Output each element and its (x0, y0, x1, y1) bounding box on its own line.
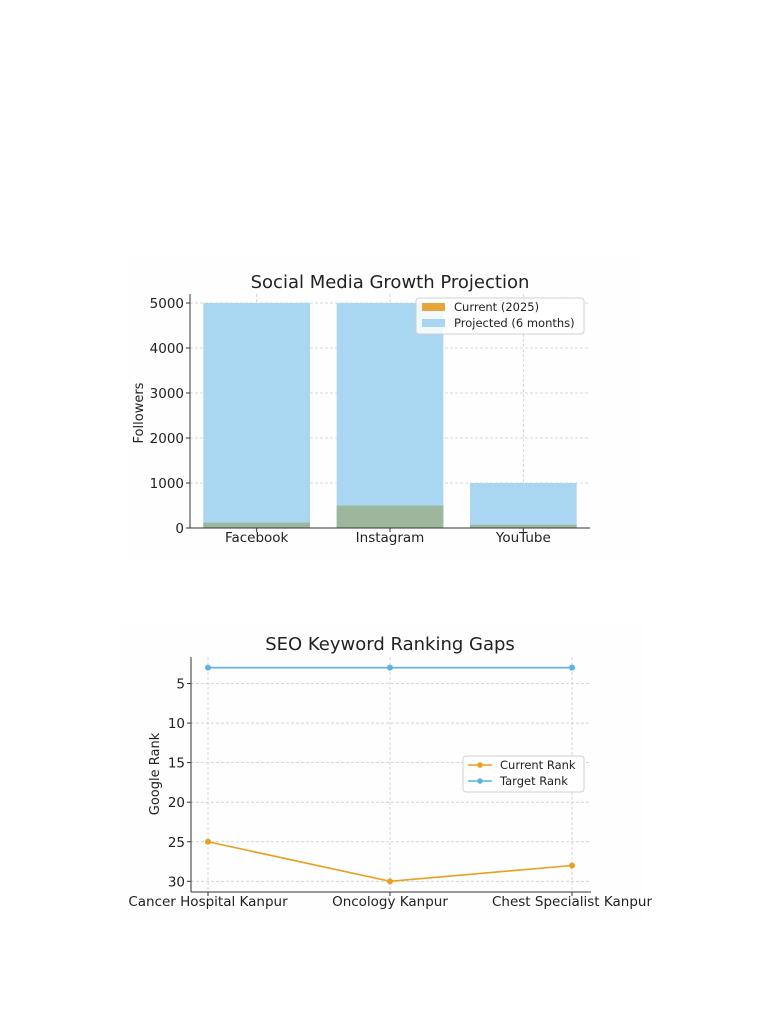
bar-projected-youtube (470, 483, 577, 528)
legend-label-current: Current (2025) (454, 300, 539, 314)
point-target-rank-cancer-hospital-kanpur (205, 664, 211, 671)
legend: Current Rank Target Rank (462, 755, 585, 793)
legend-marker-current (477, 762, 483, 768)
point-target-rank-oncology-kanpur (387, 664, 393, 671)
x-tick-label: Chest Specialist Kanpur (492, 894, 652, 910)
seo-ranking-chart: SEO Keyword Ranking Gaps Google Rank 5 10… (128, 634, 652, 910)
social-media-chart-panel: Social Media Growth Projection Followers… (126, 258, 640, 560)
y-tick-label: 3000 (150, 386, 184, 402)
y-tick-label: 10 (168, 716, 185, 732)
y-axis-label: Followers (132, 382, 147, 443)
point-current-rank-oncology-kanpur (387, 878, 393, 885)
x-tick-label: YouTube (495, 530, 551, 546)
social-media-chart: Social Media Growth Projection Followers… (132, 272, 590, 546)
bar-current-instagram (336, 505, 444, 528)
bar-current-youtube (470, 524, 577, 528)
chart-title: Social Media Growth Projection (251, 272, 530, 293)
x-tick-label: Instagram (356, 530, 425, 546)
y-tick-label: 25 (168, 835, 185, 851)
legend-marker-target (477, 778, 483, 784)
point-current-rank-chest-specialist-kanpur (569, 862, 575, 869)
legend-swatch-projected (422, 319, 445, 327)
y-tick-label: 5000 (150, 296, 184, 312)
legend-label-current: Current Rank (500, 758, 576, 772)
bar-projected-facebook (203, 303, 310, 528)
y-tick-label: 2000 (150, 431, 184, 447)
point-target-rank-chest-specialist-kanpur (569, 664, 575, 671)
y-tick-label: 4000 (150, 341, 184, 357)
y-tick-label: 1000 (150, 476, 184, 492)
y-tick-label: 5 (176, 677, 185, 693)
y-tick-label: 15 (168, 756, 185, 772)
y-tick-label: 20 (168, 795, 185, 811)
point-current-rank-cancer-hospital-kanpur (205, 838, 211, 845)
seo-ranking-chart-panel: SEO Keyword Ranking Gaps Google Rank 5 10… (122, 622, 652, 922)
y-tick-label: 30 (168, 874, 185, 890)
bar-projected-instagram (336, 303, 444, 528)
x-tick-label: Cancer Hospital Kanpur (128, 894, 288, 910)
x-tick-label: Facebook (225, 530, 289, 546)
legend-swatch-current (422, 303, 445, 311)
legend-box (415, 297, 585, 335)
legend-label-projected: Projected (6 months) (454, 316, 575, 330)
x-tick-label: Oncology Kanpur (332, 894, 448, 910)
y-axis-label: Google Rank (148, 732, 163, 815)
legend: Current (2025) Projected (6 months) (415, 297, 585, 335)
y-tick-label: 0 (175, 521, 184, 537)
bar-current-facebook (203, 522, 310, 528)
chart-title: SEO Keyword Ranking Gaps (265, 634, 515, 655)
legend-label-target: Target Rank (499, 774, 568, 788)
legend-box (462, 755, 585, 793)
